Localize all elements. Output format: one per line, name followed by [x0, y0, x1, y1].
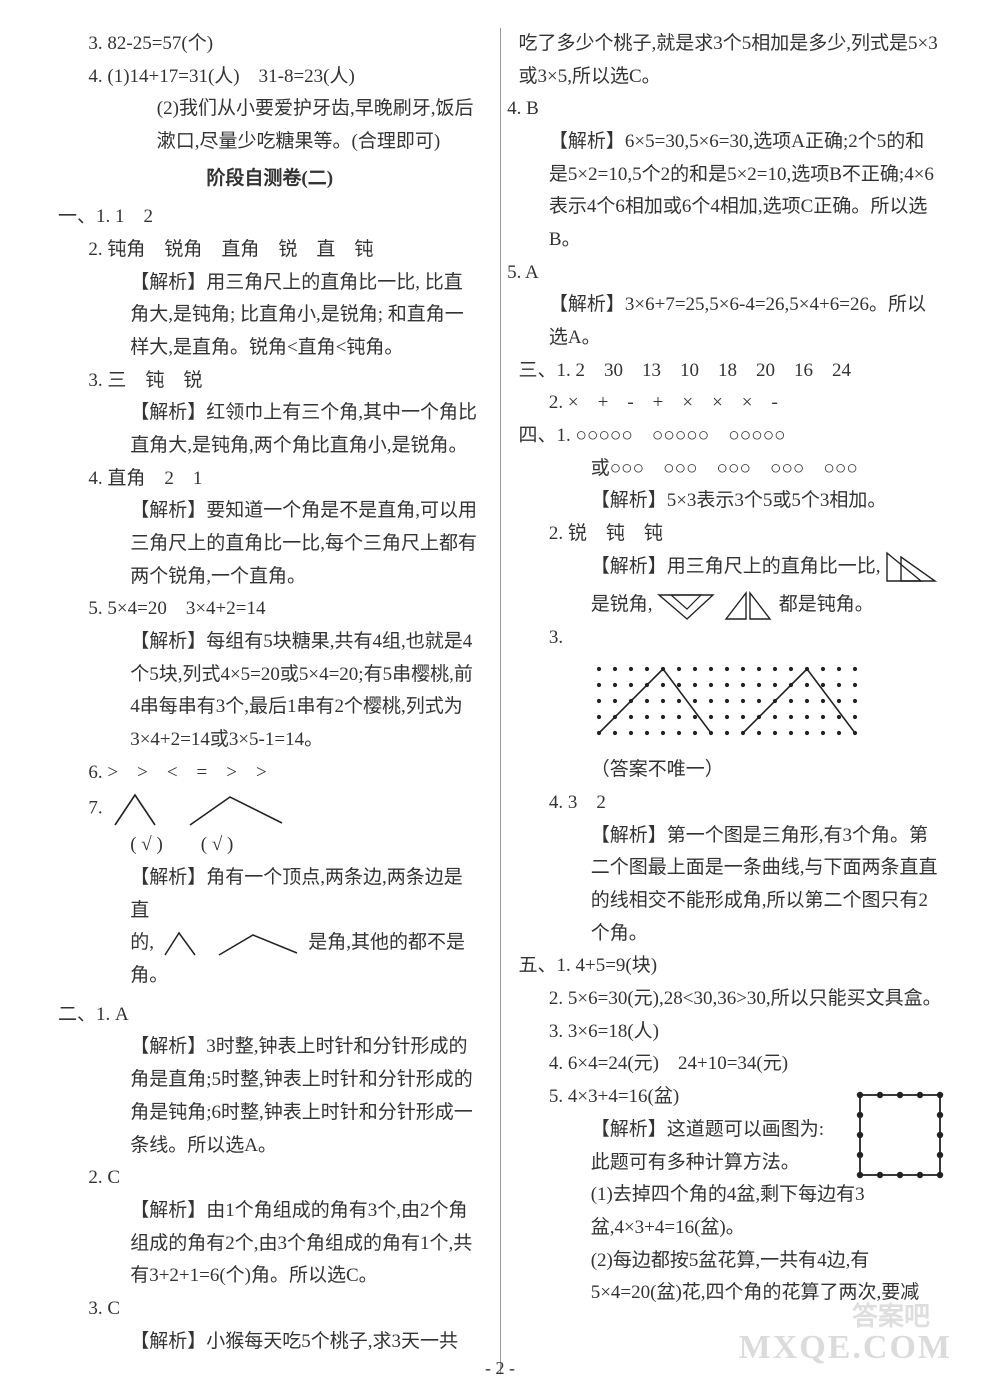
s5-label: 五、1. 4+5=9(块)	[560, 950, 942, 983]
s4-q4: 4. 3 2	[591, 787, 942, 820]
s1-q5: 5. 5×4=20 3×4+2=14	[130, 593, 481, 626]
dot-grid	[591, 661, 942, 753]
s5-q5-wrap: 5. 4×3+4=16(盆) 【解析】这道题可以画图为: 此题可有多种计算方法。…	[591, 1081, 942, 1310]
s4-alt: 或○○○ ○○○ ○○○ ○○○ ○○○	[591, 453, 942, 486]
s5-q5b: 此题可有多种计算方法。	[591, 1147, 832, 1180]
s1-q7-checks: ( √ ) ( √ )	[130, 829, 481, 862]
s1-q2: 2. 钝角 锐角 直角 锐 直 钝	[130, 234, 481, 267]
s1-q2-ana: 【解析】用三角尺上的直角比一比, 比直角大,是钝角; 比直角小,是锐角; 和直角…	[130, 267, 481, 365]
triangle-ruler-icon	[657, 591, 717, 621]
s1-q3-ana: 【解析】红领巾上有三个角,其中一个角比直角大,是钝角,两个角比直角小,是锐角。	[130, 397, 481, 462]
s2-q2: 2. C	[130, 1162, 481, 1195]
left-column: 3. 82-25=57(个) 4. (1)14+17=31(人) 31-8=23…	[40, 28, 501, 1373]
s1-q3: 3. 三 钝 锐	[130, 365, 481, 398]
right-column: 吃了多少个桃子,就是求3个5相加是多少,列式是5×3或3×5,所以选C。 4. …	[501, 28, 961, 1373]
s4-label: 四、1. ○○○○○ ○○○○○ ○○○○○	[560, 420, 942, 453]
s5-q3: 3. 3×6=18(人)	[591, 1016, 942, 1049]
r-q5-ana: 【解析】3×6+7=25,5×6-4=26,5×4+6=26。所以选A。	[549, 289, 942, 354]
s3-label: 三、1. 2 30 13 10 18 20 16 24	[560, 355, 942, 388]
s1-q7-label: 7.	[88, 798, 102, 819]
watermark-cn: 答案吧	[852, 1296, 930, 1333]
r-q4: 4. B	[549, 93, 942, 126]
s1-q5-ana: 【解析】每组有5块糖果,共有4组,也就是4个5块,列式4×5=20或5×4=20…	[130, 626, 481, 757]
triangle-ruler-icon	[722, 591, 774, 621]
s2-q2-ana: 【解析】由1个角组成的角有3个,由2个角组成的角有2个,由3个角组成的角有1个,…	[130, 1195, 481, 1293]
r-q4-ana: 【解析】6×5=30,5×6=30,选项A正确;2个5的和是5×2=10,5个2…	[549, 126, 942, 257]
s5-q5a: 【解析】这道题可以画图为:	[591, 1114, 832, 1147]
s2-label: 二、1. A	[100, 999, 482, 1032]
s1-q7: 7.	[130, 789, 481, 829]
triangle-ruler-icon	[885, 551, 939, 583]
s1-q4: 4. 直角 2 1	[130, 463, 481, 496]
s4-q2-ana1-text: 【解析】用三角尺上的直角比一比,	[591, 556, 881, 577]
s1-q6: 6. > > < = > >	[130, 757, 481, 790]
pre-3: 3. 82-25=57(个)	[130, 28, 481, 61]
s1-q7-ana2: 的, 是角,其他的都不是角。	[130, 927, 481, 992]
s4-q2-ana1: 【解析】用三角尺上的直角比一比,	[591, 551, 942, 584]
s2-q3: 3. C	[130, 1293, 481, 1326]
s2-q3-ana: 【解析】小猴每天吃5个桃子,求3天一共	[130, 1326, 481, 1359]
s4-ana1: 【解析】5×3表示3个5或5个3相加。	[591, 485, 942, 518]
s2-q1-ana: 【解析】3时整,钟表上时针和分针形成的角是直角;5时整,钟表上时针和分针形成的角…	[130, 1031, 481, 1162]
s4-q3-note: （答案不唯一）	[591, 754, 942, 787]
s4-q2: 2. 锐 钝 钝	[591, 518, 942, 551]
angle-shape-icon	[182, 789, 292, 829]
angle-shape-icon	[159, 929, 209, 959]
s5-q2: 2. 5×6=30(元),28<30,36>30,所以只能买文具盒。	[591, 983, 942, 1016]
pre-4a: 4. (1)14+17=31(人) 31-8=23(人)	[130, 61, 481, 94]
dot-grid-svg	[591, 661, 863, 741]
s4-q2-ana2: 是锐角, 都是钝角。	[591, 589, 942, 622]
s4-q4-ana: 【解析】第一个图是三角形,有3个角。第二个图最上面是一条曲线,与下面两条直直的线…	[591, 820, 942, 951]
s4-q3: 3.	[591, 622, 942, 655]
s1-q4-ana: 【解析】要知道一个角是不是直角,可以用三角尺上的直角比一比,每个三角尺上都有两个…	[130, 495, 481, 593]
s5-q4: 4. 6×4=24(元) 24+10=34(元)	[591, 1048, 942, 1081]
r-q5: 5. A	[549, 257, 942, 290]
s1-q7-ana1: 【解析】角有一个顶点,两条边,两条边是直	[130, 862, 481, 927]
s1-q7-ana2a: 的,	[130, 932, 154, 953]
s4-q2-ana2b: 都是钝角。	[779, 594, 874, 615]
s1-label: 一、1. 1 2	[100, 201, 482, 234]
angle-shape-icon	[107, 789, 177, 829]
s3-q2: 2. × + - + × × × -	[591, 387, 942, 420]
square-svg	[852, 1087, 948, 1183]
watermark-en: MXQE.COM	[739, 1329, 952, 1367]
cont-text: 吃了多少个桃子,就是求3个5相加是多少,列式是5×3或3×5,所以选C。	[519, 28, 943, 93]
s4-q2-ana2a: 是锐角,	[591, 594, 653, 615]
angle-shape-icon	[213, 929, 303, 959]
page-number: - 2 -	[485, 1358, 515, 1379]
section-title: 阶段自测卷(二)	[58, 163, 482, 196]
square-diagram	[852, 1087, 948, 1195]
pre-4b: (2)我们从小要爱护牙齿,早晚刷牙,饭后漱口,尽量少吃糖果等。(合理即可)	[157, 93, 482, 158]
